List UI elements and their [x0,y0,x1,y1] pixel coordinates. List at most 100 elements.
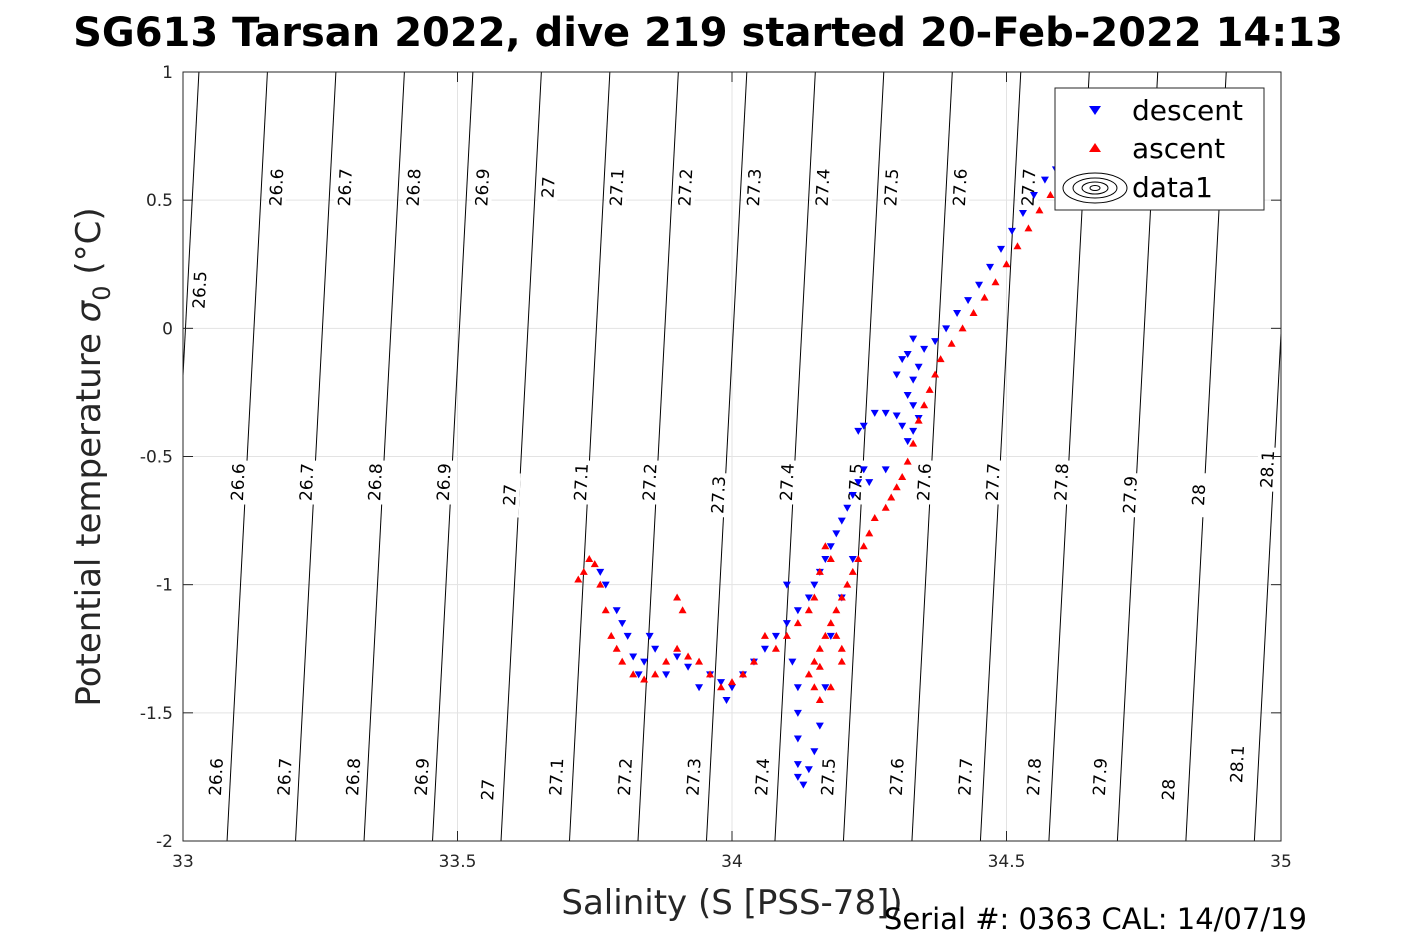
legend-descent-label: descent [1132,94,1243,127]
y-tick-label: 0.5 [146,191,173,211]
ascent-point [607,631,616,639]
contour-label: 27.6 [950,168,972,207]
ascent-point [892,483,901,491]
legend-contour-icon [1062,172,1128,204]
descent-point [859,422,868,430]
contour-label-background [880,164,903,210]
isopycnal-line [295,71,337,842]
legend: descent ascent data1 [1054,87,1265,211]
ascent-point [991,278,1000,286]
contour-label: 27.2 [675,168,697,207]
contour-label-background [954,754,977,800]
contour-label-background [751,754,774,800]
contour-label-background [226,459,250,505]
descent-point [903,350,912,358]
ascent-point [804,670,813,678]
ascent-point [859,542,868,550]
descent-point [821,684,830,692]
contour-label: 28.1 [1257,450,1279,489]
ascent-point [1035,206,1044,214]
ascent-point [815,696,824,704]
descent-point [815,722,824,730]
descent-point [892,371,901,379]
descent-point [920,345,929,353]
descent-point [826,543,835,551]
ascent-point [574,575,583,583]
y-tick-label: 1 [162,63,173,83]
ascent-point [1002,260,1011,268]
contour-label: 27.7 [983,463,1005,502]
ascent-point [815,662,824,670]
descent-point [997,245,1006,253]
ascent-point [662,657,671,665]
isopycnal-line [705,71,748,842]
ascent-point [865,529,874,537]
contour-label-background [432,459,455,505]
ascent-point [810,657,819,665]
ascent-point [848,567,857,575]
descent-point [843,504,852,512]
legend-ascent-label: ascent [1132,132,1225,165]
ascent-point [782,631,791,639]
descent-point [645,632,654,640]
contour-label: 27.2 [640,463,662,502]
contour-label-background [1157,767,1180,813]
descent-point [837,517,846,525]
ascent-point [760,631,769,639]
contour-label: 27.1 [607,168,629,207]
descent-point [793,735,802,743]
contour-label-background [364,459,387,505]
ascent-point [909,439,918,447]
contour-label-background [204,754,228,800]
contour-label: 26.6 [266,168,288,207]
contour-label-background [569,459,593,505]
contour-label-background [188,267,211,313]
descent-point [892,412,901,420]
descent-point [931,338,940,346]
descent-point [810,748,819,756]
ascent-point [749,657,758,665]
descent-point [596,568,605,576]
descent-point [942,325,951,333]
descent-point [788,658,797,666]
x-tick-label: 33 [172,852,194,872]
contour-label-background [638,459,661,505]
x-tick-label: 33.5 [439,852,477,872]
isopycnal-line [842,71,885,842]
contour-label-background [775,459,799,505]
contour-label-background [1022,754,1046,800]
contour-label: 27.6 [887,758,909,797]
contour-label: 27.5 [881,168,903,207]
contour-label: 26.9 [434,463,456,502]
ascent-point [881,503,890,511]
descent-point [1040,176,1049,184]
descent-point [854,479,863,487]
descent-point [793,773,802,781]
contour-label-background [333,164,357,210]
descent-point [964,297,973,305]
ascent-point [793,619,802,627]
ascent-point [618,657,627,665]
descent-point [821,556,830,564]
contour-label: 27.5 [818,758,840,797]
ascent-point [815,567,824,575]
ascent-point [887,493,896,501]
contour-label-background [295,459,318,505]
isopycnal-line [911,71,953,842]
contour-label: 27.4 [813,168,835,207]
descent-point [848,556,857,564]
ascent-point [695,657,704,665]
descent-point [909,335,918,343]
isopycnal-line [500,71,542,842]
contour-label-background [498,472,521,518]
ascent-point [821,631,830,639]
density-contours [182,71,1282,842]
ascent-point [738,670,747,678]
contour-label-background [613,754,637,800]
ascent-point [585,555,594,563]
contour-label: 27.3 [708,476,730,515]
descent-point [601,581,610,589]
ascent-point [1046,191,1055,199]
ascent-point [717,683,726,691]
